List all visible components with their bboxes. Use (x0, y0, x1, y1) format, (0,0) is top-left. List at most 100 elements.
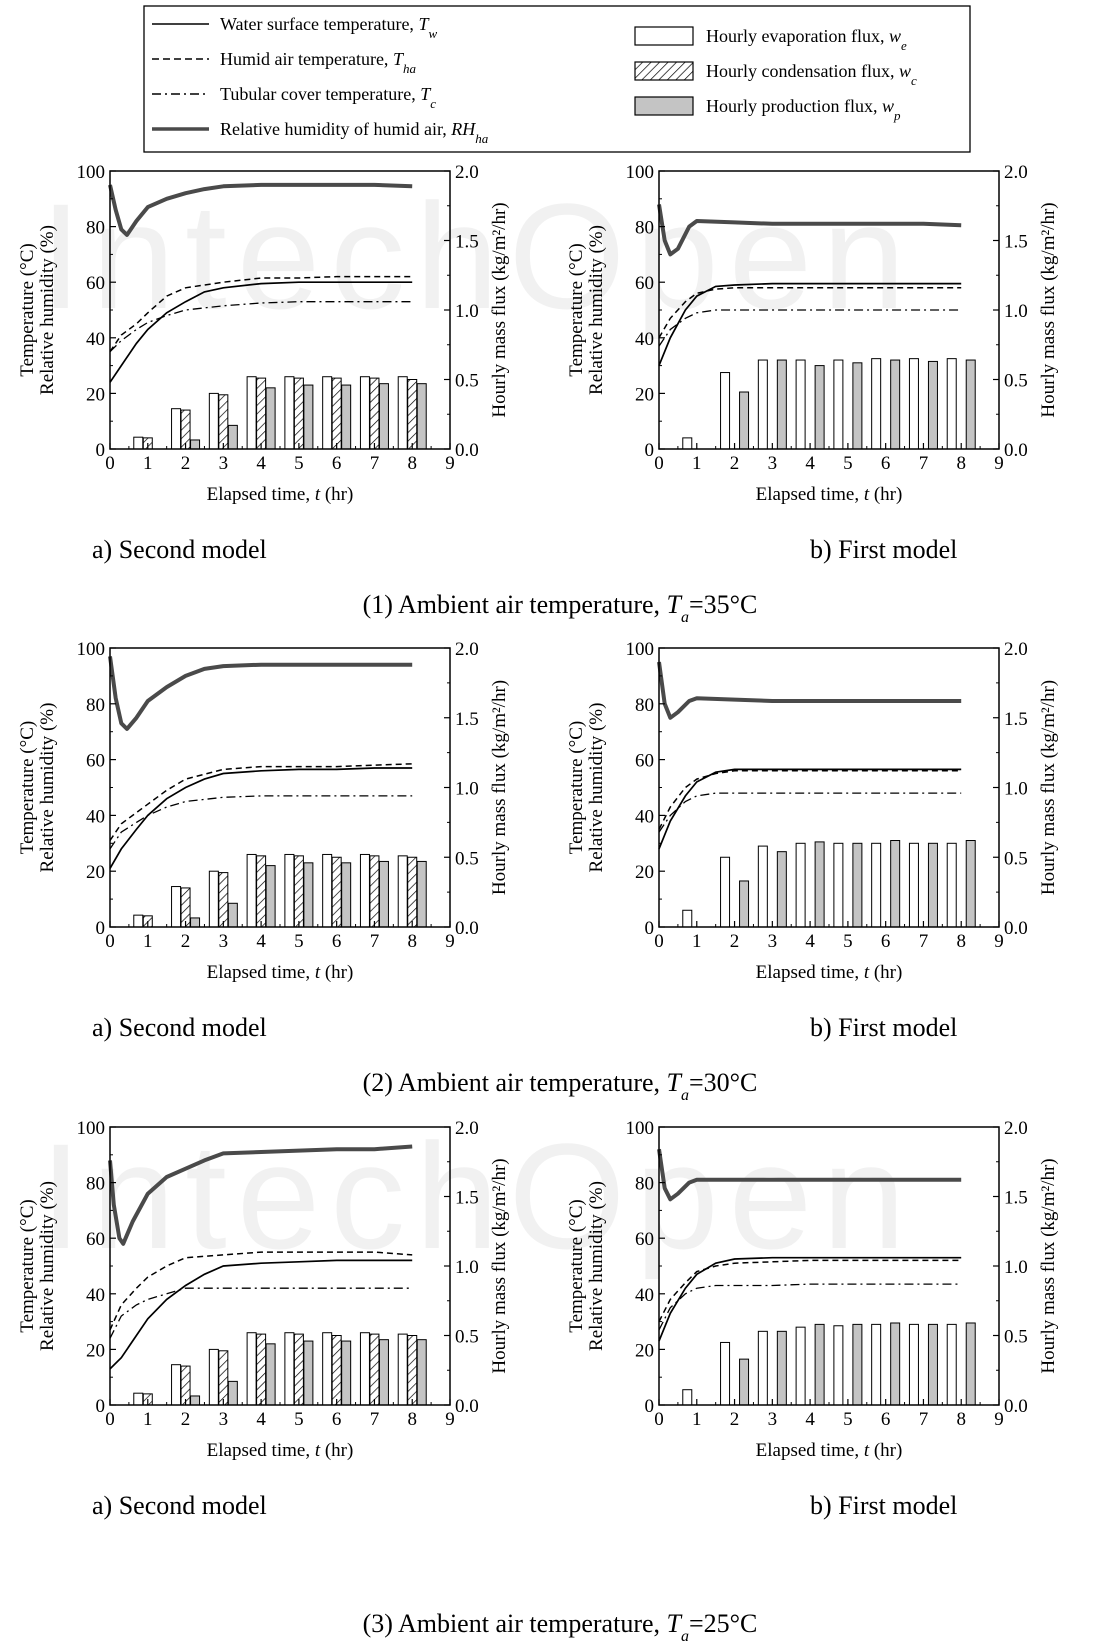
bar-evaporation-h7 (908, 1323, 919, 1406)
x-tick-label: 3 (219, 1409, 229, 1430)
y-right-tick-label: 2.0 (1004, 1118, 1028, 1139)
x-tick-label: 7 (370, 453, 380, 474)
legend-swatch-1 (634, 26, 694, 46)
y-left-tick-label: 20 (635, 1340, 654, 1361)
y-left-tick-label: 100 (77, 162, 106, 183)
y-right-tick-label: 0.0 (455, 1396, 479, 1417)
line-humid-air-temp (109, 763, 413, 841)
y-right-tick-label: 0.5 (455, 848, 479, 869)
line-tubular-cover-temp (658, 792, 962, 833)
bar-evaporation-h6 (322, 853, 333, 928)
x-tick-label: 0 (654, 453, 664, 474)
legend-line-label-2: Humid air temperature, Tha (220, 49, 416, 76)
bar-evaporation-h4 (795, 1326, 806, 1406)
y-left-tick-label: 40 (635, 329, 654, 350)
y-right-tick-label: 2.0 (455, 639, 479, 660)
line-humid-air-temp (658, 287, 962, 339)
y-right-tick-label: 2.0 (455, 162, 479, 183)
x-tick-label: 9 (994, 453, 1004, 474)
y-left-tick-label: 80 (635, 1174, 654, 1195)
bar-condensation-h7 (369, 855, 380, 928)
line-water-surface-temp (109, 281, 413, 383)
y-left-tick-label: 100 (77, 1118, 106, 1139)
y-right-label: Hourly mass flux (kg/m²/hr) (489, 202, 510, 417)
bar-production-h7 (927, 842, 938, 928)
y-right-tick-label: 0.0 (1004, 918, 1028, 939)
y-left-tick-label: 80 (86, 695, 105, 716)
line-humid-air-temp (109, 275, 413, 353)
x-tick-label: 6 (332, 453, 342, 474)
y-right-tick-label: 0.0 (1004, 440, 1028, 461)
bar-condensation-h3 (218, 1350, 229, 1406)
y-right-tick-label: 1.0 (455, 301, 479, 322)
bar-evaporation-h8 (397, 376, 408, 450)
y-left-tick-label: 80 (635, 218, 654, 239)
bar-production-h8 (416, 1339, 427, 1406)
y-right-tick-label: 0.5 (1004, 848, 1028, 869)
y-left-label-humidity: Relative humidity (%) (586, 703, 607, 873)
chart-panel-3a: 0 1 2 3 4 5 6 7 8 9 0 20 40 60 80 100 0.0 0.5 1.0 1.5 2.0 Tem… (17, 1118, 510, 1461)
y-right-tick-label: 2.0 (1004, 162, 1028, 183)
y-left-tick-label: 60 (635, 751, 654, 772)
x-tick-label: 8 (956, 931, 966, 952)
bar-condensation-h6 (331, 377, 342, 450)
bar-evaporation-h7 (908, 358, 919, 450)
y-right-tick-label: 0.0 (1004, 1396, 1028, 1417)
line-relative-humidity (108, 656, 413, 731)
x-axis-label: Elapsed time, t (hr) (756, 484, 903, 505)
bar-evaporation-h1 (133, 914, 144, 928)
bar-condensation-h5 (293, 1333, 304, 1406)
panel-caption-3a: a) Second model (92, 1491, 267, 1520)
bar-production-h8 (965, 359, 976, 450)
line-humid-air-temp (658, 770, 962, 830)
bar-evaporation-h6 (871, 1323, 882, 1406)
y-left-label-humidity: Relative humidity (%) (37, 703, 58, 873)
legend-swatch-2 (634, 61, 694, 81)
x-tick-label: 4 (256, 453, 266, 474)
panel-caption-2a: a) Second model (92, 1013, 267, 1042)
chart-panel-2b: 0 1 2 3 4 5 6 7 8 9 0 20 40 60 80 100 0.0 0.5 1.0 1.5 2.0 Tem… (566, 639, 1059, 983)
y-left-tick-label: 60 (86, 1229, 105, 1250)
bar-evaporation-h3 (208, 1348, 219, 1406)
bar-evaporation-h8 (946, 358, 957, 450)
x-tick-label: 3 (219, 453, 229, 474)
x-tick-label: 1 (692, 1409, 702, 1430)
x-tick-label: 5 (843, 1409, 853, 1430)
y-right-tick-label: 0.0 (455, 440, 479, 461)
x-tick-label: 0 (105, 931, 115, 952)
y-left-label-humidity: Relative humidity (%) (37, 1181, 58, 1351)
bar-production-h8 (416, 383, 427, 450)
y-left-tick-label: 60 (86, 751, 105, 772)
line-water-surface-temp (658, 768, 962, 850)
panel-caption-3b: b) First model (810, 1491, 957, 1520)
bar-evaporation-h8 (946, 1323, 957, 1406)
y-right-label: Hourly mass flux (kg/m²/hr) (1038, 1158, 1059, 1373)
bar-condensation-h7 (369, 377, 380, 450)
y-left-label-humidity: Relative humidity (%) (586, 1181, 607, 1351)
bar-production-h6 (890, 840, 901, 928)
y-left-tick-label: 60 (635, 1229, 654, 1250)
y-left-tick-label: 20 (635, 862, 654, 883)
x-tick-label: 3 (768, 453, 778, 474)
legend-swatch-3 (634, 96, 694, 116)
bar-production-h2 (190, 917, 201, 928)
y-right-tick-label: 0.5 (455, 371, 479, 392)
bar-evaporation-h2 (720, 372, 731, 450)
panel-caption-1b: b) First model (810, 535, 957, 564)
y-left-tick-label: 0 (96, 1396, 106, 1417)
y-right-label: Hourly mass flux (kg/m²/hr) (489, 1158, 510, 1373)
y-right-tick-label: 1.5 (1004, 1188, 1028, 1209)
y-left-tick-label: 20 (86, 384, 105, 405)
bar-evaporation-h6 (322, 1332, 333, 1406)
chart-panel-2a: 0 1 2 3 4 5 6 7 8 9 0 20 40 60 80 100 0.0 0.5 1.0 1.5 2.0 Tem… (17, 639, 510, 983)
x-tick-label: 8 (407, 931, 417, 952)
bar-production-h2 (190, 1395, 201, 1406)
line-water-surface-temp (658, 282, 962, 366)
bar-production-h4 (814, 365, 825, 450)
x-tick-label: 5 (294, 453, 304, 474)
bar-production-h4 (814, 1323, 825, 1406)
bar-evaporation-h4 (246, 853, 257, 928)
legend-line-label-3: Tubular cover temperature, Tc (220, 84, 436, 111)
bar-evaporation-h2 (171, 408, 182, 450)
